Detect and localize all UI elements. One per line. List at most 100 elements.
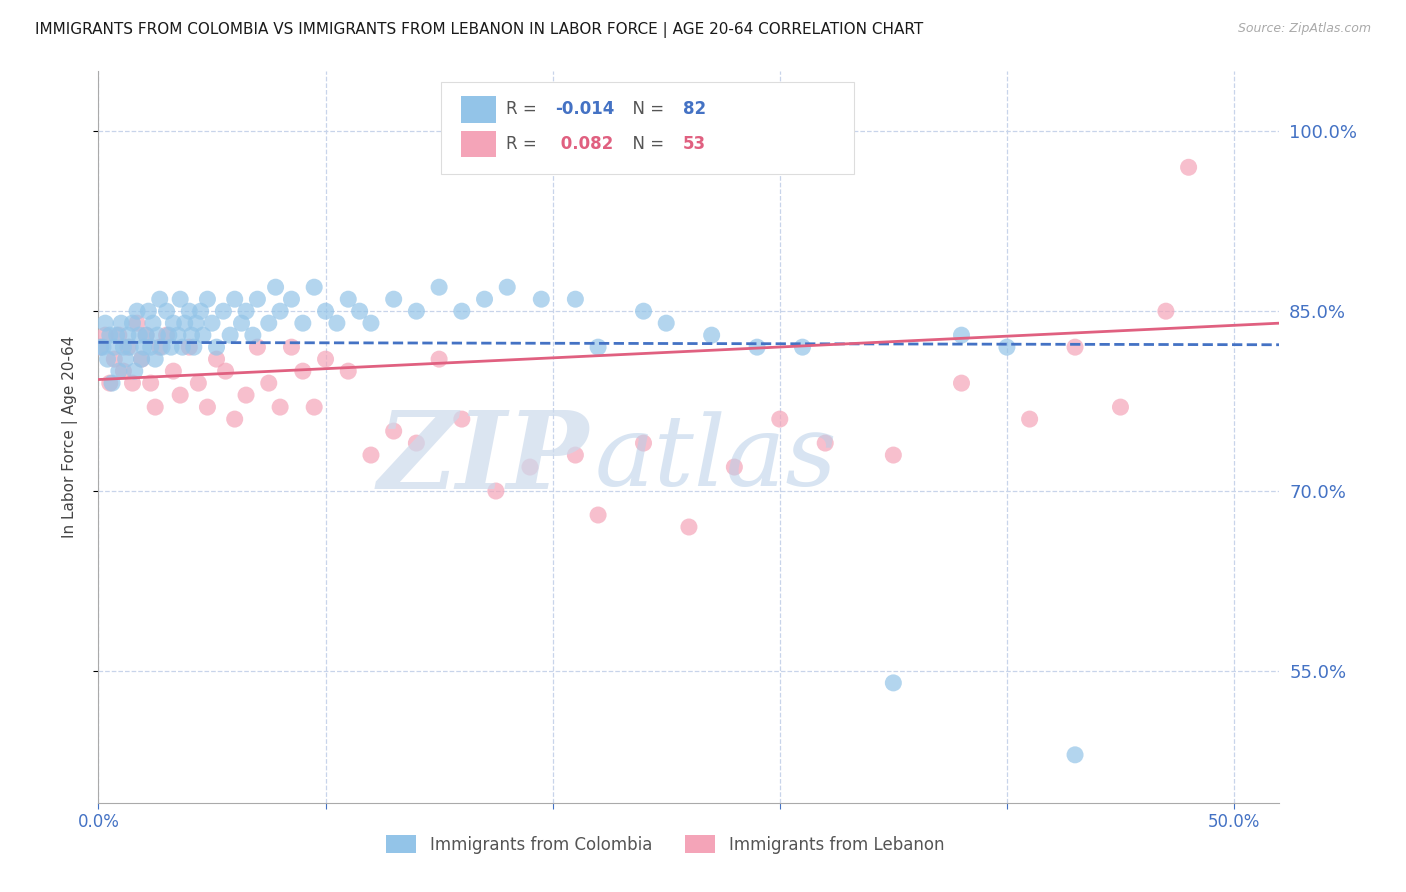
Point [326, 316, 349, 330]
Point [1064, 747, 1087, 762]
Point [90, 340, 112, 354]
Point [700, 328, 723, 343]
Point [564, 448, 586, 462]
Point [519, 460, 541, 475]
Point [485, 483, 508, 498]
Point [882, 676, 904, 690]
Point [950, 376, 973, 391]
Point [360, 316, 382, 330]
Point [90, 340, 112, 354]
Point [242, 328, 264, 343]
Point [179, 340, 201, 354]
Point [995, 340, 1018, 354]
Point [131, 352, 153, 367]
Point [190, 304, 212, 318]
Point [633, 304, 655, 318]
Point [121, 316, 143, 330]
Point [146, 328, 169, 343]
Point [291, 364, 314, 378]
Point [219, 328, 242, 343]
Point [149, 340, 172, 354]
Point [1064, 340, 1087, 354]
Point [235, 304, 257, 318]
Point [135, 328, 157, 343]
Point [112, 364, 135, 378]
Point [173, 316, 195, 330]
Text: IMMIGRANTS FROM COLOMBIA VS IMMIGRANTS FROM LEBANON IN LABOR FORCE | AGE 20-64 C: IMMIGRANTS FROM COLOMBIA VS IMMIGRANTS F… [35, 22, 924, 38]
Point [162, 364, 184, 378]
Point [678, 520, 700, 534]
Point [125, 304, 148, 318]
Point [155, 328, 177, 343]
FancyBboxPatch shape [441, 82, 855, 174]
Point [135, 328, 157, 343]
Point [143, 352, 166, 367]
Y-axis label: In Labor Force | Age 20-64: In Labor Force | Age 20-64 [62, 336, 77, 538]
Point [205, 352, 228, 367]
Point [98, 376, 121, 391]
Point [197, 400, 219, 414]
Point [474, 292, 496, 306]
Point [96, 352, 118, 367]
Text: ZIP: ZIP [377, 406, 589, 512]
Point [269, 304, 291, 318]
Point [257, 316, 280, 330]
Point [723, 460, 745, 475]
Point [149, 292, 172, 306]
Point [1018, 412, 1040, 426]
Point [405, 304, 427, 318]
Point [117, 340, 139, 354]
Point [235, 388, 257, 402]
Point [450, 304, 472, 318]
Point [950, 328, 973, 343]
Text: 53: 53 [683, 135, 706, 153]
Point [187, 376, 209, 391]
Point [1109, 400, 1132, 414]
Point [169, 292, 191, 306]
Point [91, 340, 114, 354]
Point [382, 424, 405, 438]
Point [124, 364, 146, 378]
Point [745, 340, 768, 354]
Point [882, 448, 904, 462]
Point [530, 292, 553, 306]
Point [160, 340, 183, 354]
Point [132, 340, 155, 354]
Point [315, 304, 337, 318]
Text: Source: ZipAtlas.com: Source: ZipAtlas.com [1237, 22, 1371, 36]
Point [427, 280, 450, 294]
Point [769, 412, 792, 426]
Bar [461, 96, 496, 122]
Point [792, 340, 814, 354]
Point [121, 376, 143, 391]
Point [201, 316, 224, 330]
Point [157, 328, 180, 343]
Point [1154, 304, 1177, 318]
Point [191, 328, 214, 343]
Point [360, 448, 382, 462]
Point [98, 328, 121, 343]
Point [280, 340, 302, 354]
Point [1177, 161, 1199, 175]
Point [450, 412, 472, 426]
Point [183, 340, 205, 354]
Point [169, 388, 191, 402]
Point [246, 292, 269, 306]
Point [108, 364, 131, 378]
Point [302, 400, 325, 414]
Point [337, 364, 360, 378]
Point [224, 412, 246, 426]
Point [586, 340, 609, 354]
Point [155, 304, 177, 318]
Point [128, 328, 150, 343]
Point [291, 316, 314, 330]
Point [564, 292, 586, 306]
Text: R =: R = [506, 135, 541, 153]
Point [167, 328, 190, 343]
Point [94, 328, 117, 343]
Point [633, 436, 655, 450]
Point [349, 304, 371, 318]
Point [231, 316, 253, 330]
Point [142, 316, 165, 330]
Text: atlas: atlas [595, 411, 837, 507]
